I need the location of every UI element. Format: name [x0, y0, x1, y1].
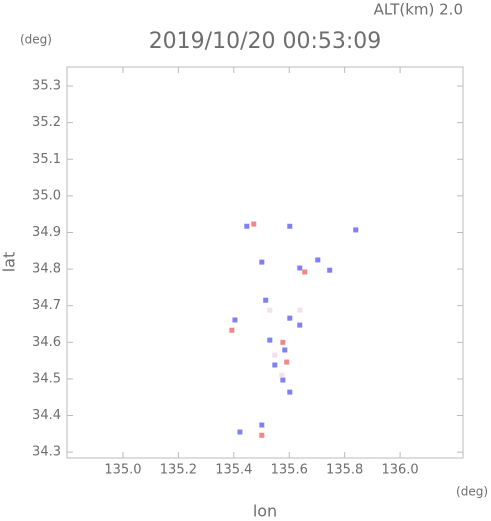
echo-cell — [272, 362, 278, 368]
y-tick-label: 35.3 — [32, 79, 61, 94]
echo-cell — [327, 267, 333, 273]
x-tick-label: 135.4 — [215, 463, 252, 478]
echo-cell — [267, 337, 273, 343]
chart-subtitle: ALT(km) 2.0 — [374, 1, 463, 19]
echo-cell — [279, 372, 285, 378]
y-tick-label: 34.9 — [32, 225, 61, 240]
echo-cell — [282, 347, 288, 353]
echo-cell — [237, 429, 243, 435]
echo-cell — [229, 327, 235, 333]
echo-cell — [284, 359, 290, 365]
echo-cell — [259, 422, 265, 428]
echo-cell — [259, 259, 265, 265]
echo-cell — [280, 339, 286, 345]
chart-title: 2019/10/20 00:53:09 — [149, 29, 382, 54]
echo-cell — [272, 352, 278, 358]
y-tick-label: 34.4 — [32, 408, 61, 423]
x-tick-label: 135.2 — [160, 463, 197, 478]
echo-cell — [244, 223, 250, 229]
echo-cell — [315, 257, 321, 263]
y-tick-label: 34.5 — [32, 371, 61, 386]
echo-cell — [232, 317, 238, 323]
echo-cell — [297, 265, 303, 271]
echo-cell — [302, 269, 308, 275]
y-tick-label: 34.6 — [32, 335, 61, 350]
y-tick-label: 35.2 — [32, 115, 61, 130]
x-unit: (deg) — [456, 485, 488, 499]
x-tick-label: 136.0 — [381, 463, 418, 478]
y-tick-label: 34.7 — [32, 298, 61, 313]
echo-cell — [263, 297, 269, 303]
echo-cell — [251, 221, 257, 227]
echo-cell — [267, 307, 273, 313]
y-tick-label: 35.0 — [32, 188, 61, 203]
echo-cell — [287, 223, 293, 229]
plot-frame — [66, 66, 464, 459]
echo-cell — [259, 432, 265, 438]
echo-cell — [287, 389, 293, 395]
echo-cell — [353, 227, 359, 233]
y-tick-label: 34.3 — [32, 445, 61, 460]
x-tick-label: 135.8 — [326, 463, 363, 478]
echo-cell — [280, 377, 286, 383]
echo-cell — [287, 315, 293, 321]
x-axis-label: lon — [253, 502, 277, 521]
y-tick-label: 34.8 — [32, 262, 61, 277]
y-unit: (deg) — [20, 33, 52, 47]
y-tick-label: 35.1 — [32, 152, 61, 167]
echo-cell — [297, 322, 303, 328]
x-tick-label: 135.0 — [104, 463, 141, 478]
x-tick-label: 135.6 — [271, 463, 308, 478]
y-axis-label: lat — [0, 252, 19, 273]
echo-cell — [297, 307, 303, 313]
